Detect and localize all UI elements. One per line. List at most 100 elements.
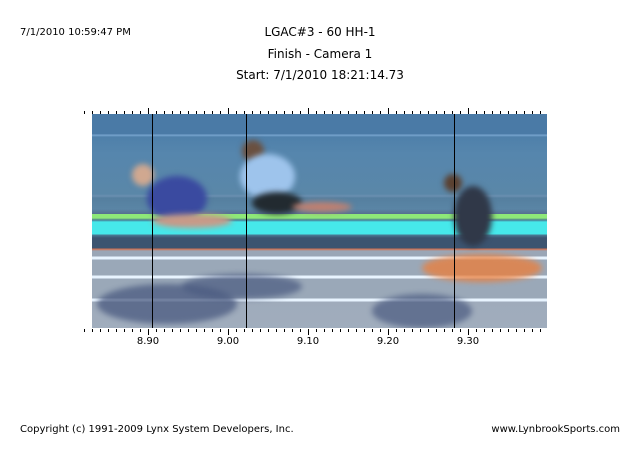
minor-tick xyxy=(508,111,509,114)
minor-tick xyxy=(340,111,341,114)
minor-tick xyxy=(540,329,541,332)
minor-tick xyxy=(428,329,429,332)
minor-tick xyxy=(244,329,245,332)
minor-tick xyxy=(404,329,405,332)
camera-subtitle: Finish - Camera 1 xyxy=(267,47,373,61)
photo-finish-image[interactable] xyxy=(92,114,547,328)
minor-tick xyxy=(532,329,533,332)
minor-tick xyxy=(164,111,165,114)
minor-tick xyxy=(356,111,357,114)
minor-tick xyxy=(188,111,189,114)
minor-tick xyxy=(212,329,213,332)
minor-tick xyxy=(116,111,117,114)
tick-label: 9.30 xyxy=(456,336,480,347)
minor-tick xyxy=(220,329,221,332)
minor-tick xyxy=(492,329,493,332)
minor-tick xyxy=(452,329,453,332)
minor-tick xyxy=(404,111,405,114)
orange-blur xyxy=(422,254,542,282)
major-tick xyxy=(388,108,389,114)
minor-tick xyxy=(124,329,125,332)
time-cursor-line[interactable] xyxy=(454,114,455,328)
shadow xyxy=(182,274,302,299)
minor-tick xyxy=(436,111,437,114)
minor-tick xyxy=(380,111,381,114)
major-tick xyxy=(308,329,309,335)
minor-tick xyxy=(332,329,333,332)
minor-tick xyxy=(212,111,213,114)
major-tick xyxy=(148,108,149,114)
minor-tick xyxy=(92,111,93,114)
runner-2-shorts xyxy=(252,192,302,214)
minor-tick xyxy=(316,111,317,114)
minor-tick xyxy=(108,329,109,332)
runner-1-body xyxy=(147,176,207,221)
major-tick xyxy=(468,329,469,335)
minor-tick xyxy=(316,329,317,332)
minor-tick xyxy=(84,329,85,332)
minor-tick xyxy=(500,329,501,332)
minor-tick xyxy=(260,329,261,332)
minor-tick xyxy=(412,111,413,114)
runner-1 xyxy=(132,164,154,186)
minor-tick xyxy=(252,329,253,332)
minor-tick xyxy=(244,111,245,114)
minor-tick xyxy=(276,329,277,332)
minor-tick xyxy=(180,329,181,332)
minor-tick xyxy=(444,329,445,332)
minor-tick xyxy=(396,329,397,332)
minor-tick xyxy=(380,329,381,332)
tick-label: 9.20 xyxy=(376,336,400,347)
minor-tick xyxy=(436,329,437,332)
copyright-text: Copyright (c) 1991-2009 Lynx System Deve… xyxy=(20,424,294,435)
minor-tick xyxy=(140,329,141,332)
minor-tick xyxy=(156,329,157,332)
minor-tick xyxy=(132,111,133,114)
minor-tick xyxy=(348,329,349,332)
minor-tick xyxy=(188,329,189,332)
minor-tick xyxy=(484,329,485,332)
minor-tick xyxy=(324,111,325,114)
tick-label: 8.90 xyxy=(136,336,160,347)
minor-tick xyxy=(444,111,445,114)
minor-tick xyxy=(396,111,397,114)
minor-tick xyxy=(364,329,365,332)
shadow xyxy=(372,294,472,328)
minor-tick xyxy=(172,329,173,332)
minor-tick xyxy=(484,111,485,114)
minor-tick xyxy=(116,329,117,332)
minor-tick xyxy=(460,329,461,332)
minor-tick xyxy=(452,111,453,114)
minor-tick xyxy=(124,111,125,114)
minor-tick xyxy=(540,111,541,114)
major-tick xyxy=(468,108,469,114)
print-timestamp: 7/1/2010 10:59:47 PM xyxy=(20,27,131,38)
minor-tick xyxy=(140,111,141,114)
minor-tick xyxy=(324,329,325,332)
minor-tick xyxy=(236,329,237,332)
minor-tick xyxy=(412,329,413,332)
runner-2-body xyxy=(240,154,295,199)
minor-tick xyxy=(268,329,269,332)
major-tick xyxy=(228,329,229,335)
time-cursor-line[interactable] xyxy=(246,114,247,328)
minor-tick xyxy=(348,111,349,114)
minor-tick xyxy=(508,329,509,332)
minor-tick xyxy=(532,111,533,114)
minor-tick xyxy=(132,329,133,332)
minor-tick xyxy=(476,329,477,332)
minor-tick xyxy=(196,329,197,332)
minor-tick xyxy=(340,329,341,332)
runner-3 xyxy=(444,174,462,192)
minor-tick xyxy=(172,111,173,114)
minor-tick xyxy=(428,111,429,114)
time-cursor-line[interactable] xyxy=(152,114,153,328)
minor-tick xyxy=(284,329,285,332)
minor-tick xyxy=(300,111,301,114)
minor-tick xyxy=(100,329,101,332)
minor-tick xyxy=(156,111,157,114)
minor-tick xyxy=(100,111,101,114)
minor-tick xyxy=(500,111,501,114)
minor-tick xyxy=(276,111,277,114)
major-tick xyxy=(228,108,229,114)
